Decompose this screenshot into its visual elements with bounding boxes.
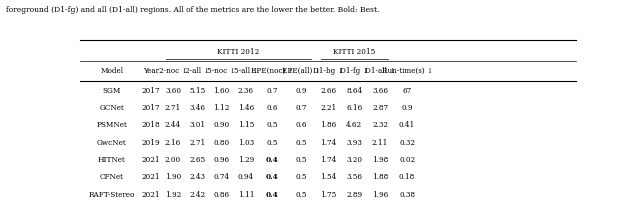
Text: 1.90: 1.90 [165, 172, 181, 180]
Text: 2.21: 2.21 [321, 103, 337, 111]
Text: 1.86: 1.86 [321, 121, 337, 129]
Text: 1.15: 1.15 [237, 121, 254, 129]
Text: 0.38: 0.38 [399, 190, 415, 198]
Text: 67: 67 [403, 86, 412, 94]
Text: KITTI 2012: KITTI 2012 [217, 48, 259, 56]
Text: 2017: 2017 [141, 86, 160, 94]
Text: 1.74: 1.74 [321, 138, 337, 146]
Text: 2.11: 2.11 [372, 138, 388, 146]
Text: foreground (D1-fg) and all (D1-all) regions. All of the metrics are the lower th: foreground (D1-fg) and all (D1-all) regi… [6, 6, 380, 14]
Text: 0.4: 0.4 [266, 190, 279, 198]
Text: 2.66: 2.66 [321, 86, 337, 94]
Text: 1.03: 1.03 [238, 138, 254, 146]
Text: 0.80: 0.80 [214, 138, 230, 146]
Text: 5-noc ↓: 5-noc ↓ [207, 67, 236, 75]
Text: 3.56: 3.56 [346, 172, 362, 180]
Text: 0.5: 0.5 [296, 190, 307, 198]
Text: 5-all ↓: 5-all ↓ [234, 67, 258, 75]
Text: 2017: 2017 [141, 103, 160, 111]
Text: 0.94: 0.94 [238, 172, 254, 180]
Text: 2.43: 2.43 [189, 172, 205, 180]
Text: 2021: 2021 [141, 190, 160, 198]
Text: 2.16: 2.16 [165, 138, 181, 146]
Text: 2.32: 2.32 [372, 121, 388, 129]
Text: Run-time(s) ↓: Run-time(s) ↓ [381, 67, 433, 75]
Text: Year: Year [143, 67, 159, 75]
Text: 1.54: 1.54 [321, 172, 337, 180]
Text: 2.44: 2.44 [165, 121, 181, 129]
Text: 2021: 2021 [141, 172, 160, 180]
Text: 2.42: 2.42 [189, 190, 205, 198]
Text: CFNet: CFNet [100, 172, 124, 180]
Text: 2.65: 2.65 [189, 155, 205, 163]
Text: 0.5: 0.5 [296, 155, 307, 163]
Text: 2.71: 2.71 [165, 103, 181, 111]
Text: 1.60: 1.60 [214, 86, 230, 94]
Text: PSMNet: PSMNet [96, 121, 127, 129]
Text: 0.5: 0.5 [296, 172, 307, 180]
Text: 1.46: 1.46 [238, 103, 254, 111]
Text: 0.74: 0.74 [214, 172, 230, 180]
Text: 3.60: 3.60 [165, 86, 181, 94]
Text: 1.75: 1.75 [321, 190, 337, 198]
Text: 3.01: 3.01 [189, 121, 205, 129]
Text: 2-noc ↓: 2-noc ↓ [159, 67, 188, 75]
Text: D1-all ↓: D1-all ↓ [365, 67, 396, 75]
Text: 1.11: 1.11 [237, 190, 254, 198]
Text: 1.98: 1.98 [372, 155, 388, 163]
Text: 5.15: 5.15 [189, 86, 205, 94]
Text: 0.5: 0.5 [267, 121, 278, 129]
Text: 2-all ↓: 2-all ↓ [185, 67, 209, 75]
Text: GCNet: GCNet [99, 103, 124, 111]
Text: 1.92: 1.92 [165, 190, 181, 198]
Text: RAFT-Stereo: RAFT-Stereo [88, 190, 135, 198]
Text: 0.5: 0.5 [296, 138, 307, 146]
Text: 0.7: 0.7 [267, 86, 278, 94]
Text: 2.00: 2.00 [165, 155, 181, 163]
Text: 0.86: 0.86 [214, 190, 230, 198]
Text: 3.66: 3.66 [372, 86, 388, 94]
Text: 2018: 2018 [141, 121, 160, 129]
Text: 0.96: 0.96 [214, 155, 230, 163]
Text: 0.18: 0.18 [399, 172, 415, 180]
Text: 0.5: 0.5 [267, 138, 278, 146]
Text: D1-bg ↓: D1-bg ↓ [313, 67, 344, 75]
Text: 0.9: 0.9 [401, 103, 413, 111]
Text: Model: Model [100, 67, 124, 75]
Text: EPE(all) ↓: EPE(all) ↓ [282, 67, 321, 75]
Text: 6.16: 6.16 [346, 103, 362, 111]
Text: 0.7: 0.7 [296, 103, 307, 111]
Text: 2.71: 2.71 [189, 138, 205, 146]
Text: 3.46: 3.46 [189, 103, 205, 111]
Text: GwcNet: GwcNet [97, 138, 127, 146]
Text: 2021: 2021 [141, 155, 160, 163]
Text: KITTI 2015: KITTI 2015 [333, 48, 376, 56]
Text: 1.96: 1.96 [372, 190, 388, 198]
Text: D1-fg ↓: D1-fg ↓ [340, 67, 369, 75]
Text: 1.12: 1.12 [213, 103, 230, 111]
Text: 3.20: 3.20 [346, 155, 362, 163]
Text: 0.41: 0.41 [399, 121, 415, 129]
Text: 0.4: 0.4 [266, 172, 279, 180]
Text: 0.6: 0.6 [296, 121, 307, 129]
Text: SGM: SGM [102, 86, 121, 94]
Text: 0.02: 0.02 [399, 155, 415, 163]
Text: 1.88: 1.88 [372, 172, 388, 180]
Text: 0.90: 0.90 [214, 121, 230, 129]
Text: EPE(noc) ↓: EPE(noc) ↓ [251, 67, 294, 75]
Text: 2019: 2019 [141, 138, 160, 146]
Text: 4.62: 4.62 [346, 121, 362, 129]
Text: 2.89: 2.89 [346, 190, 362, 198]
Text: 3.93: 3.93 [346, 138, 362, 146]
Text: 1.29: 1.29 [238, 155, 254, 163]
Text: 0.4: 0.4 [266, 155, 279, 163]
Text: HITNet: HITNet [98, 155, 125, 163]
Text: 2.36: 2.36 [238, 86, 254, 94]
Text: 0.32: 0.32 [399, 138, 415, 146]
Text: 8.64: 8.64 [346, 86, 362, 94]
Text: 0.9: 0.9 [296, 86, 307, 94]
Text: 1.74: 1.74 [321, 155, 337, 163]
Text: 2.87: 2.87 [372, 103, 388, 111]
Text: 0.6: 0.6 [267, 103, 278, 111]
